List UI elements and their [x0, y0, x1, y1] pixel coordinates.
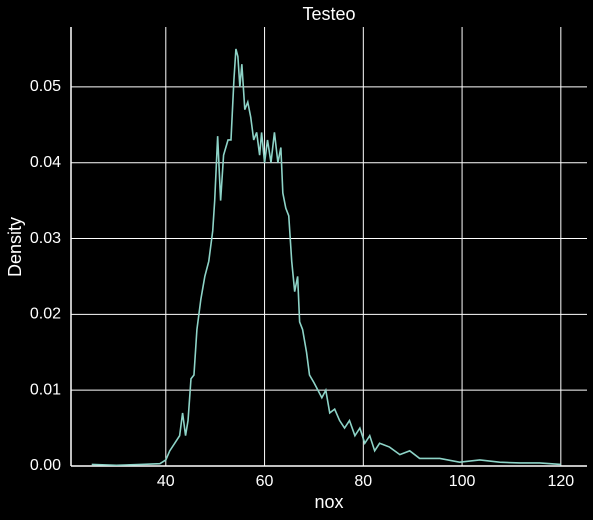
- y-tick-label: 0.03: [30, 230, 61, 247]
- x-tick-label: 40: [157, 473, 175, 490]
- density-line: [91, 48, 561, 467]
- chart-title: Testeo: [302, 4, 355, 24]
- y-tick-label: 0.00: [30, 457, 61, 474]
- y-tick-label: 0.04: [30, 154, 61, 171]
- x-tick-label: 80: [354, 473, 372, 490]
- y-tick-label: 0.05: [30, 78, 61, 95]
- x-tick-label: 120: [547, 473, 574, 490]
- x-tick-label: 60: [256, 473, 274, 490]
- x-axis-label: nox: [314, 492, 343, 512]
- x-tick-label: 100: [449, 473, 476, 490]
- y-axis-label: Density: [5, 217, 25, 277]
- y-tick-label: 0.02: [30, 306, 61, 323]
- y-tick-label: 0.01: [30, 381, 61, 398]
